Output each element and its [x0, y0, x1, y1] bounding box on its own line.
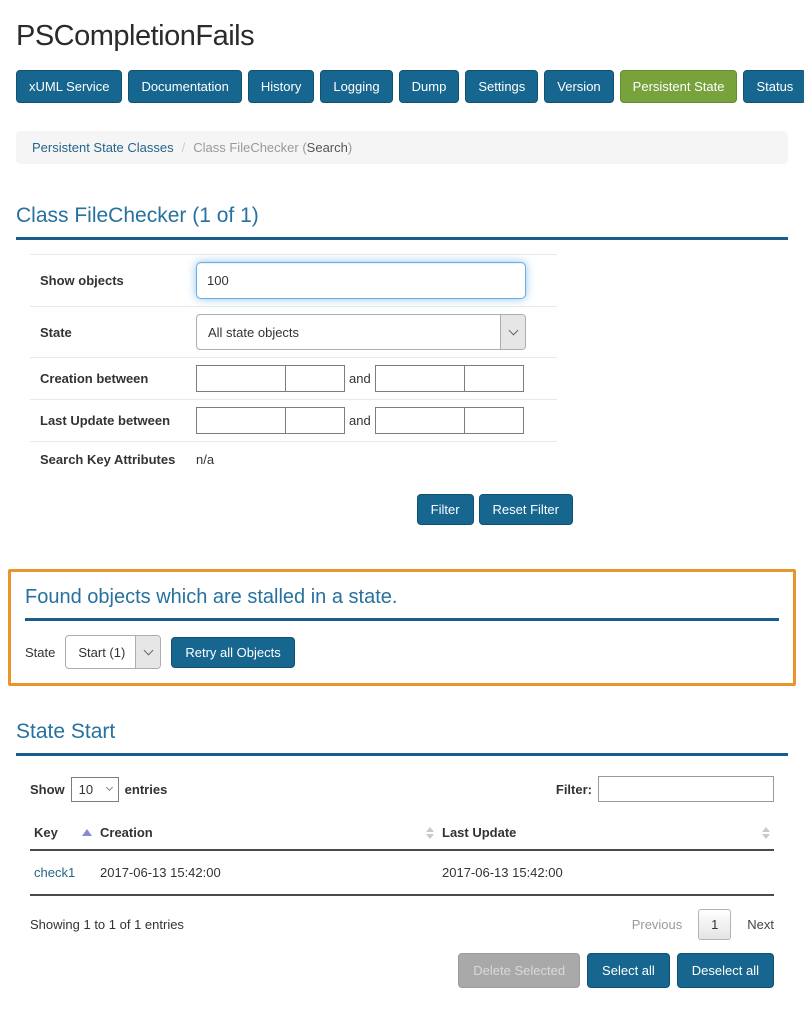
creation-between-label: Creation between: [40, 371, 149, 386]
state-row: State All state objects: [30, 306, 557, 357]
last-update-between-row: Last Update between and: [30, 399, 557, 441]
table-row[interactable]: check1 2017-06-13 15:42:00 2017-06-13 15…: [30, 850, 774, 896]
show-entries-group: Show 10 entries: [30, 776, 168, 802]
stalled-objects-panel: Found objects which are stalled in a sta…: [8, 569, 796, 686]
pagination-previous[interactable]: Previous: [631, 917, 683, 932]
breadcrumb-link-persistent-state-classes[interactable]: Persistent State Classes: [32, 140, 174, 155]
table-summary: Showing 1 to 1 of 1 entries: [30, 917, 184, 932]
nav-item-status[interactable]: Status: [743, 70, 804, 103]
stalled-state-select-value: Start (1): [78, 644, 126, 660]
nav-item-logging[interactable]: Logging: [320, 70, 393, 103]
nav-item-history[interactable]: History: [247, 70, 315, 103]
last-update-and-label: and: [349, 413, 371, 428]
stalled-panel-heading: Found objects which are stalled in a sta…: [25, 586, 779, 621]
pagination-page-1[interactable]: 1: [698, 909, 732, 940]
bottom-actions: Delete Selected Select all Deselect all: [30, 953, 774, 988]
state-start-title: State Start: [16, 720, 788, 756]
delete-selected-button[interactable]: Delete Selected: [458, 953, 581, 988]
column-header-last-update[interactable]: Last Update: [438, 819, 774, 851]
chevron-down-icon: [105, 783, 113, 792]
stalled-panel-controls: State Start (1) Retry all Objects: [25, 635, 779, 669]
table-filter-label: Filter:: [555, 781, 592, 797]
page-size-select[interactable]: 10: [70, 776, 119, 802]
state-label: State: [40, 324, 72, 340]
filter-button[interactable]: Filter: [416, 494, 474, 525]
nav-item-version[interactable]: Version: [544, 70, 614, 103]
last-update-to-date-input[interactable]: [374, 407, 465, 434]
column-header-creation[interactable]: Creation: [96, 819, 438, 851]
creation-to-time-input[interactable]: [463, 365, 524, 392]
breadcrumb-current-prefix: Class FileChecker (: [193, 140, 307, 155]
last-update-from-date-input[interactable]: [196, 407, 286, 434]
nav-item-dump[interactable]: Dump: [398, 70, 460, 103]
show-objects-label: Show objects: [40, 273, 124, 288]
page-size-value: 10: [78, 781, 94, 797]
search-key-attributes-value: n/a: [196, 452, 215, 467]
nav-bar: xUML Service Documentation History Loggi…: [16, 70, 804, 103]
last-update-from-time-input[interactable]: [285, 407, 345, 434]
sort-icon: [426, 826, 434, 839]
last-update-cell: 2017-06-13 15:42:00: [438, 850, 774, 896]
show-label: Show: [30, 781, 65, 797]
table-header-row: Key Creation Last Update: [30, 819, 774, 851]
creation-from-date-input[interactable]: [196, 365, 286, 392]
chevron-down-icon: [500, 315, 525, 349]
nav-item-xuml-service[interactable]: xUML Service: [16, 70, 123, 103]
breadcrumb: Persistent State Classes / Class FileCheck…: [16, 131, 788, 164]
breadcrumb-current-suffix: ): [347, 140, 353, 155]
select-all-button[interactable]: Select all: [587, 953, 670, 988]
deselect-all-button[interactable]: Deselect all: [676, 953, 774, 988]
pagination: Previous 1 Next: [632, 909, 774, 940]
breadcrumb-separator: /: [181, 140, 186, 155]
stalled-state-label: State: [25, 644, 56, 660]
nav-item-settings[interactable]: Settings: [465, 70, 539, 103]
nav-item-documentation[interactable]: Documentation: [128, 70, 242, 103]
filter-form: Show objects State All state objects Cre…: [30, 254, 557, 477]
class-section-title: Class FileChecker (1 of 1): [16, 204, 788, 240]
filter-actions: Filter Reset Filter: [16, 494, 573, 525]
page-container: PSCompletionFails xUML Service Documenta…: [0, 20, 804, 1012]
state-table-zone: Show 10 entries Filter: Key Cre: [30, 776, 774, 988]
search-key-attributes-label: Search Key Attributes: [40, 452, 176, 467]
nav-item-persistent-state[interactable]: Persistent State: [619, 70, 738, 103]
breadcrumb-current-emphasis: Search: [306, 140, 348, 155]
page-title: PSCompletionFails: [16, 20, 255, 52]
column-header-key[interactable]: Key: [30, 819, 96, 851]
table-footer: Showing 1 to 1 of 1 entries Previous 1 N…: [30, 909, 774, 940]
sort-ascending-icon: [82, 829, 92, 836]
chevron-down-icon: [135, 636, 161, 668]
creation-and-label: and: [349, 371, 371, 386]
key-link[interactable]: check1: [34, 865, 76, 880]
creation-between-row: Creation between and: [30, 357, 557, 399]
creation-from-time-input[interactable]: [285, 365, 345, 392]
show-objects-input[interactable]: [196, 262, 526, 299]
pagination-next[interactable]: Next: [747, 917, 774, 932]
search-key-attributes-row: Search Key Attributes n/a: [30, 441, 557, 477]
entries-label: entries: [124, 781, 168, 797]
state-select[interactable]: All state objects: [196, 314, 526, 350]
key-cell: check1: [30, 850, 96, 896]
creation-cell: 2017-06-13 15:42:00: [96, 850, 438, 896]
last-update-to-time-input[interactable]: [463, 407, 524, 434]
retry-all-objects-button[interactable]: Retry all Objects: [171, 636, 295, 668]
table-filter-group: Filter:: [556, 776, 774, 802]
state-table: Key Creation Last Update check1 2017-06-…: [30, 819, 774, 896]
show-objects-row: Show objects: [30, 254, 557, 306]
state-select-value: All state objects: [208, 324, 300, 340]
stalled-state-select[interactable]: Start (1): [65, 635, 162, 669]
sort-icon: [762, 826, 770, 839]
table-controls: Show 10 entries Filter:: [30, 776, 774, 802]
reset-filter-button[interactable]: Reset Filter: [478, 494, 573, 525]
table-filter-input[interactable]: [598, 776, 774, 802]
creation-to-date-input[interactable]: [374, 365, 465, 392]
last-update-between-label: Last Update between: [40, 413, 171, 428]
